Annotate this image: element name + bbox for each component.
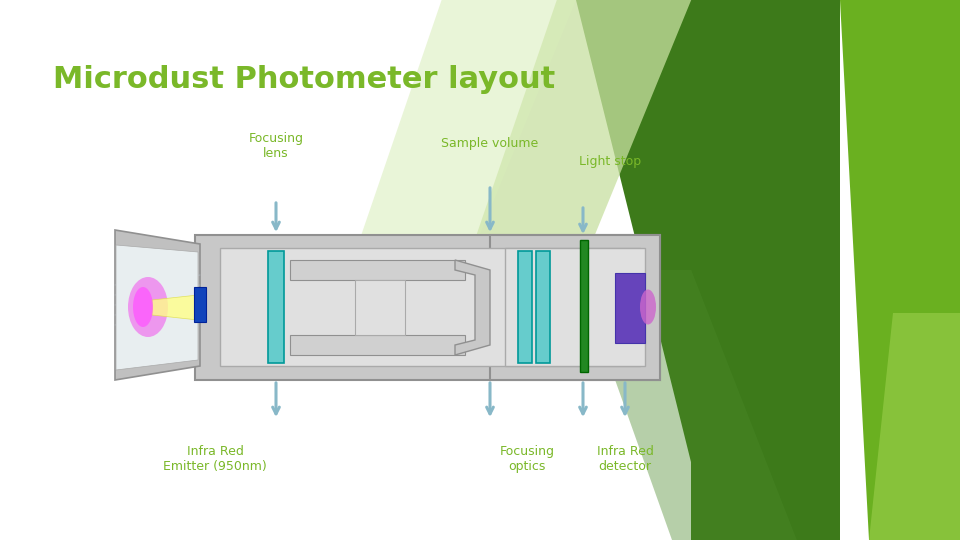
Polygon shape: [455, 260, 490, 355]
Polygon shape: [116, 245, 198, 370]
Ellipse shape: [640, 289, 656, 325]
Bar: [580, 240, 588, 372]
Text: Infra Red
Emitter (950nm): Infra Red Emitter (950nm): [163, 445, 267, 473]
Bar: [290, 335, 465, 355]
Text: Infra Red
detector: Infra Red detector: [596, 445, 654, 473]
Polygon shape: [461, 0, 691, 281]
Polygon shape: [869, 313, 960, 540]
Polygon shape: [840, 0, 960, 540]
Bar: [505, 248, 645, 366]
Bar: [268, 251, 284, 363]
Text: Focusing
optics: Focusing optics: [499, 445, 555, 473]
Polygon shape: [691, 0, 840, 540]
Text: Focusing
lens: Focusing lens: [249, 132, 303, 160]
Bar: [615, 273, 645, 343]
Text: Microdust Photometer layout: Microdust Photometer layout: [53, 65, 555, 94]
Polygon shape: [152, 295, 198, 320]
Bar: [220, 248, 640, 366]
Bar: [518, 251, 532, 363]
Ellipse shape: [128, 277, 168, 337]
Polygon shape: [576, 270, 797, 540]
Bar: [290, 260, 465, 280]
Polygon shape: [346, 0, 576, 281]
Polygon shape: [576, 0, 840, 540]
Bar: [355, 280, 405, 335]
Text: Light stop: Light stop: [579, 155, 641, 168]
Bar: [195, 235, 660, 380]
Polygon shape: [115, 230, 200, 380]
Ellipse shape: [133, 287, 153, 327]
Bar: [194, 287, 206, 322]
Bar: [536, 251, 550, 363]
Bar: [490, 235, 660, 380]
Text: Sample volume: Sample volume: [442, 137, 539, 150]
